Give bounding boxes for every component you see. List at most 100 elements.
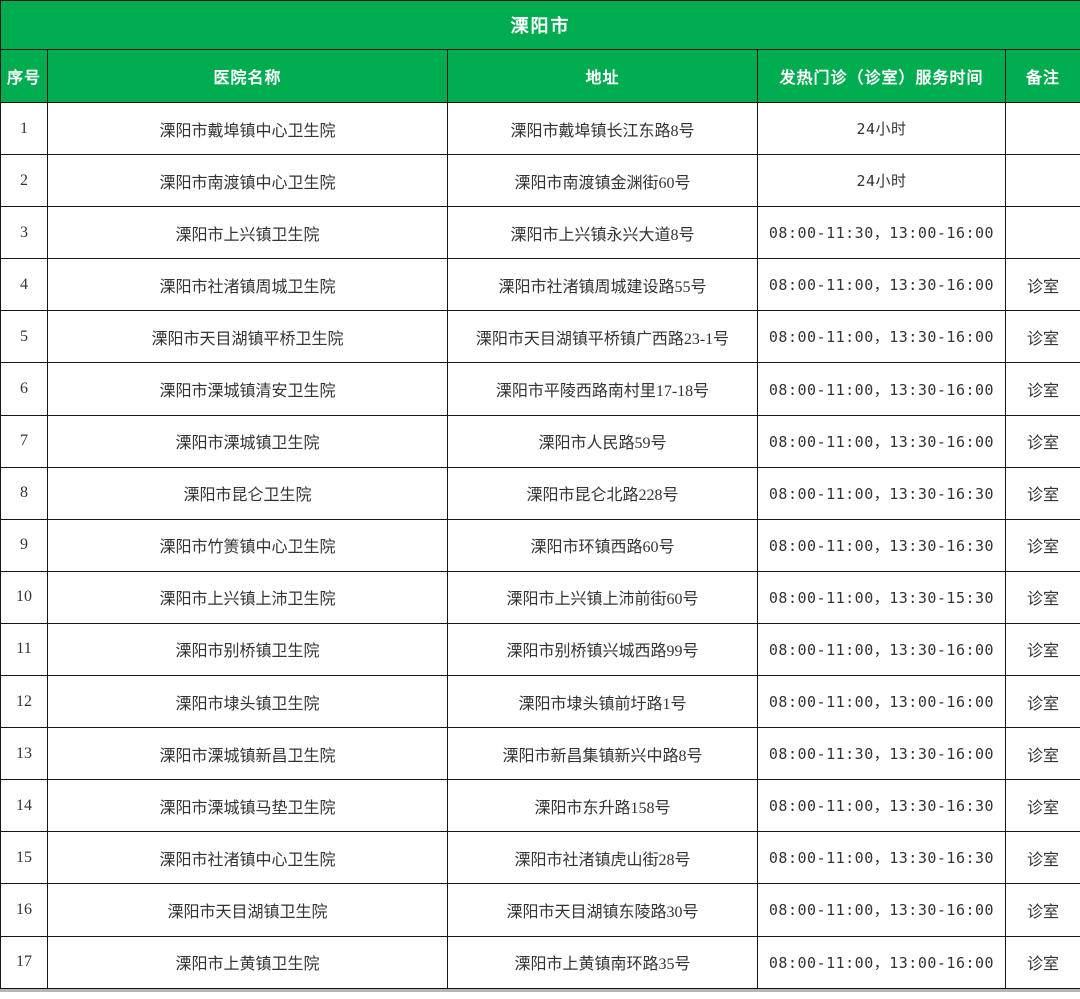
cell-remark: 诊室 xyxy=(1004,518,1080,572)
cell-remark: 诊室 xyxy=(1004,570,1080,624)
cell-remark: 诊室 xyxy=(1004,727,1080,781)
cell-service-time: 24小时 xyxy=(757,101,1006,156)
cell-remark: 诊室 xyxy=(1004,779,1080,833)
cell-hospital-name: 溧阳市天目湖镇平桥卫生院 xyxy=(47,310,448,364)
cell-row-number: 8 xyxy=(0,466,48,520)
cell-row-number: 16 xyxy=(0,883,48,937)
cell-hospital-name: 溧阳市上兴镇上沛卫生院 xyxy=(47,570,448,624)
cell-row-number: 2 xyxy=(0,154,48,208)
cell-remark: 诊室 xyxy=(1004,622,1080,677)
cell-hospital-name: 溧阳市竹箦镇中心卫生院 xyxy=(47,518,448,572)
table-row: 15 溧阳市社渚镇中心卫生院 溧阳市社渚镇虎山街28号 08:00-11:00，… xyxy=(0,831,1080,885)
cell-hospital-name: 溧阳市昆仑卫生院 xyxy=(47,466,448,520)
cell-service-time: 08:00-11:00，13:00-16:00 xyxy=(757,675,1006,729)
cell-hospital-name: 溧阳市上黄镇卫生院 xyxy=(47,935,448,989)
cell-hospital-name: 溧阳市社渚镇周城卫生院 xyxy=(47,258,448,312)
cell-address: 溧阳市上兴镇永兴大道8号 xyxy=(447,206,758,260)
cell-service-time: 08:00-11:00，13:30-16:30 xyxy=(757,518,1006,572)
cell-address: 溧阳市上兴镇上沛前街60号 xyxy=(447,570,758,624)
cell-service-time: 08:00-11:00，13:30-15:30 xyxy=(757,570,1006,624)
cell-row-number: 6 xyxy=(0,362,48,416)
cell-remark xyxy=(1004,154,1080,208)
column-header-name: 医院名称 xyxy=(47,49,448,103)
cell-address: 溧阳市埭头镇前圩路1号 xyxy=(447,675,758,729)
cell-hospital-name: 溧阳市溧城镇马垫卫生院 xyxy=(47,779,448,833)
table-body: 1 溧阳市戴埠镇中心卫生院 溧阳市戴埠镇长江东路8号 24小时 2 溧阳市南渡镇… xyxy=(0,101,1080,989)
table-header-row: 序号 医院名称 地址 发热门诊（诊室）服务时间 备注 xyxy=(0,49,1080,103)
table-row: 13 溧阳市溧城镇新昌卫生院 溧阳市新昌集镇新兴中路8号 08:00-11:30… xyxy=(0,727,1080,781)
cell-hospital-name: 溧阳市别桥镇卫生院 xyxy=(47,622,448,677)
cell-service-time: 08:00-11:30，13:00-16:00 xyxy=(757,206,1006,260)
cell-address: 溧阳市环镇西路60号 xyxy=(447,518,758,572)
table-row: 8 溧阳市昆仑卫生院 溧阳市昆仑北路228号 08:00-11:00，13:30… xyxy=(0,466,1080,520)
table-title-row: 溧阳市 xyxy=(0,0,1080,50)
cell-remark: 诊室 xyxy=(1004,675,1080,729)
table-row: 6 溧阳市溧城镇清安卫生院 溧阳市平陵西路南村里17-18号 08:00-11:… xyxy=(0,362,1080,416)
cell-service-time: 08:00-11:00，13:30-16:00 xyxy=(757,310,1006,364)
cell-remark: 诊室 xyxy=(1004,258,1080,312)
cell-row-number: 3 xyxy=(0,206,48,260)
table-row: 12 溧阳市埭头镇卫生院 溧阳市埭头镇前圩路1号 08:00-11:00，13:… xyxy=(0,675,1080,729)
cell-row-number: 14 xyxy=(0,779,48,833)
table-row: 14 溧阳市溧城镇马垫卫生院 溧阳市东升路158号 08:00-11:00，13… xyxy=(0,779,1080,833)
cell-service-time: 24小时 xyxy=(757,154,1006,208)
cell-row-number: 9 xyxy=(0,518,48,572)
cell-row-number: 11 xyxy=(0,622,48,677)
column-header-address: 地址 xyxy=(447,49,758,103)
column-header-no: 序号 xyxy=(0,49,48,103)
table-row: 1 溧阳市戴埠镇中心卫生院 溧阳市戴埠镇长江东路8号 24小时 xyxy=(0,101,1080,156)
cell-remark: 诊室 xyxy=(1004,466,1080,520)
cell-service-time: 08:00-11:00，13:30-16:30 xyxy=(757,779,1006,833)
cell-address: 溧阳市东升路158号 xyxy=(447,779,758,833)
cell-service-time: 08:00-11:00，13:30-16:00 xyxy=(757,883,1006,937)
cell-address: 溧阳市上黄镇南环路35号 xyxy=(447,935,758,989)
cell-hospital-name: 溧阳市天目湖镇卫生院 xyxy=(47,883,448,937)
cell-row-number: 12 xyxy=(0,675,48,729)
cell-remark: 诊室 xyxy=(1004,362,1080,416)
cell-row-number: 15 xyxy=(0,831,48,885)
cell-remark: 诊室 xyxy=(1004,831,1080,885)
cell-remark: 诊室 xyxy=(1004,414,1080,468)
cell-address: 溧阳市昆仑北路228号 xyxy=(447,466,758,520)
cell-address: 溧阳市新昌集镇新兴中路8号 xyxy=(447,727,758,781)
table-row: 10 溧阳市上兴镇上沛卫生院 溧阳市上兴镇上沛前街60号 08:00-11:00… xyxy=(0,570,1080,624)
cell-service-time: 08:00-11:00，13:30-16:00 xyxy=(757,414,1006,468)
cell-address: 溧阳市天目湖镇平桥镇广西路23-1号 xyxy=(447,310,758,364)
city-title: 溧阳市 xyxy=(0,0,1080,50)
column-header-time: 发热门诊（诊室）服务时间 xyxy=(757,49,1006,103)
table-row: 5 溧阳市天目湖镇平桥卫生院 溧阳市天目湖镇平桥镇广西路23-1号 08:00-… xyxy=(0,310,1080,364)
cell-address: 溧阳市天目湖镇东陵路30号 xyxy=(447,883,758,937)
cell-service-time: 08:00-11:00，13:00-16:00 xyxy=(757,935,1006,989)
cell-service-time: 08:00-11:00，13:30-16:00 xyxy=(757,622,1006,677)
column-header-remark: 备注 xyxy=(1004,49,1080,103)
cell-row-number: 1 xyxy=(0,101,48,156)
table-row: 11 溧阳市别桥镇卫生院 溧阳市别桥镇兴城西路99号 08:00-11:00，1… xyxy=(0,622,1080,677)
cell-hospital-name: 溧阳市埭头镇卫生院 xyxy=(47,675,448,729)
cell-remark xyxy=(1004,206,1080,260)
table-row: 4 溧阳市社渚镇周城卫生院 溧阳市社渚镇周城建设路55号 08:00-11:00… xyxy=(0,258,1080,312)
cell-service-time: 08:00-11:00，13:30-16:30 xyxy=(757,831,1006,885)
cell-hospital-name: 溧阳市溧城镇清安卫生院 xyxy=(47,362,448,416)
table-row: 2 溧阳市南渡镇中心卫生院 溧阳市南渡镇金渊街60号 24小时 xyxy=(0,154,1080,208)
cell-address: 溧阳市平陵西路南村里17-18号 xyxy=(447,362,758,416)
cell-hospital-name: 溧阳市戴埠镇中心卫生院 xyxy=(47,101,448,156)
cell-address: 溧阳市社渚镇虎山街28号 xyxy=(447,831,758,885)
cell-service-time: 08:00-11:00，13:30-16:30 xyxy=(757,466,1006,520)
cell-service-time: 08:00-11:30，13:30-16:00 xyxy=(757,727,1006,781)
cell-remark: 诊室 xyxy=(1004,935,1080,989)
cell-address: 溧阳市人民路59号 xyxy=(447,414,758,468)
cell-hospital-name: 溧阳市上兴镇卫生院 xyxy=(47,206,448,260)
cell-remark: 诊室 xyxy=(1004,310,1080,364)
cell-remark xyxy=(1004,101,1080,156)
table-row: 3 溧阳市上兴镇卫生院 溧阳市上兴镇永兴大道8号 08:00-11:30，13:… xyxy=(0,206,1080,260)
cell-address: 溧阳市别桥镇兴城西路99号 xyxy=(447,622,758,677)
cell-row-number: 10 xyxy=(0,570,48,624)
cell-hospital-name: 溧阳市社渚镇中心卫生院 xyxy=(47,831,448,885)
cell-row-number: 7 xyxy=(0,414,48,468)
table-row: 7 溧阳市溧城镇卫生院 溧阳市人民路59号 08:00-11:00，13:30-… xyxy=(0,414,1080,468)
cell-address: 溧阳市戴埠镇长江东路8号 xyxy=(447,101,758,156)
cell-service-time: 08:00-11:00，13:30-16:00 xyxy=(757,258,1006,312)
cell-address: 溧阳市南渡镇金渊街60号 xyxy=(447,154,758,208)
